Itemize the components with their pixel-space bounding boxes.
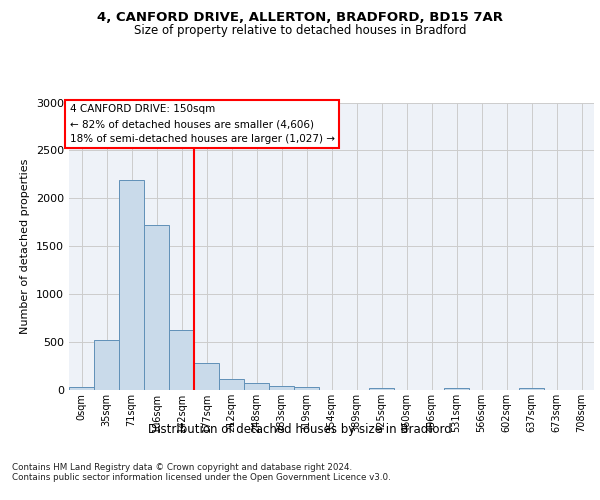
Bar (219, 378, 244, 390)
Text: Distribution of detached houses by size in Bradford: Distribution of detached houses by size … (148, 422, 452, 436)
Bar (69, 387, 94, 390)
Text: 4 CANFORD DRIVE: 150sqm
← 82% of detached houses are smaller (4,606)
18% of semi: 4 CANFORD DRIVE: 150sqm ← 82% of detache… (70, 104, 335, 144)
Text: 4, CANFORD DRIVE, ALLERTON, BRADFORD, BD15 7AR: 4, CANFORD DRIVE, ALLERTON, BRADFORD, BD… (97, 11, 503, 24)
Bar (369, 388, 394, 390)
Text: Contains HM Land Registry data © Crown copyright and database right 2024.
Contai: Contains HM Land Registry data © Crown c… (12, 462, 391, 482)
Bar (169, 330, 194, 390)
Bar (144, 225, 169, 390)
Bar (444, 388, 469, 390)
Text: Size of property relative to detached houses in Bradford: Size of property relative to detached ho… (134, 24, 466, 37)
Bar (194, 363, 219, 390)
Bar (519, 388, 544, 390)
Bar (294, 386, 319, 390)
Y-axis label: Number of detached properties: Number of detached properties (20, 158, 31, 334)
Bar (119, 180, 144, 390)
Bar (94, 340, 119, 390)
Bar (269, 386, 294, 390)
Bar (244, 384, 269, 390)
